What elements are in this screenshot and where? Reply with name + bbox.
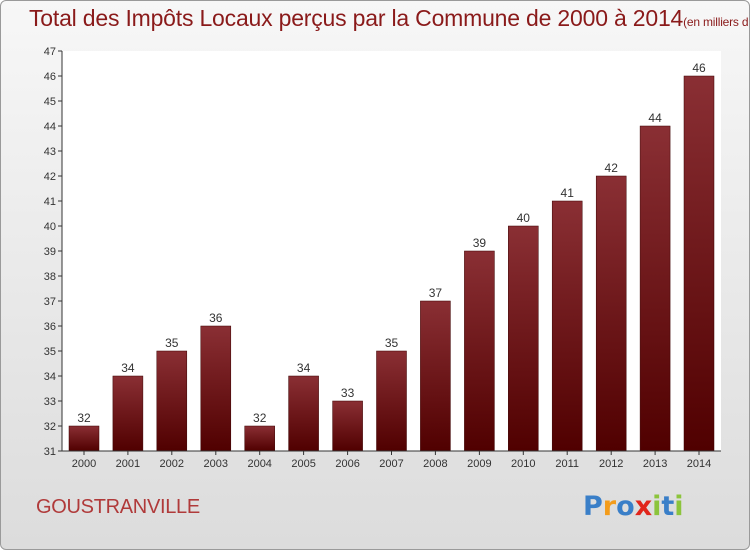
y-tick-label-41: 41 (44, 196, 56, 208)
logo-letter: i (652, 491, 662, 522)
data-label-2007: 35 (385, 336, 399, 350)
x-tick-label-2009: 2009 (467, 458, 491, 470)
y-tick-label-47: 47 (44, 46, 56, 58)
logo-letter: x (634, 491, 653, 522)
data-label-2001: 34 (121, 361, 135, 375)
y-tick-label-40: 40 (44, 221, 56, 233)
logo-letter: i (674, 491, 684, 522)
data-label-2009: 39 (473, 236, 487, 250)
y-tick-label-46: 46 (44, 71, 56, 83)
title-unit: (en milliers d'€) (683, 15, 750, 29)
logo-letter: o (616, 491, 635, 522)
data-label-2003: 36 (209, 311, 223, 325)
data-label-2005: 34 (297, 361, 311, 375)
bar-2010 (508, 225, 539, 452)
x-tick-label-2002: 2002 (160, 458, 184, 470)
x-tick-label-2005: 2005 (291, 458, 315, 470)
data-label-2000: 32 (77, 411, 91, 425)
x-tick-label-2006: 2006 (335, 458, 359, 470)
title-text: Total des Impôts Locaux perçus par la Co… (29, 5, 684, 31)
data-label-2011: 41 (561, 186, 575, 200)
logo-letter: r (602, 491, 617, 522)
y-tick-label-33: 33 (44, 396, 56, 408)
bar-2008 (420, 300, 451, 452)
logo-letter: P (583, 491, 603, 522)
bar-2003 (200, 325, 232, 452)
bar-2001 (112, 375, 144, 452)
y-tick-label-38: 38 (44, 271, 56, 283)
data-label-2010: 40 (517, 211, 531, 225)
bar-2013 (639, 125, 671, 452)
x-tick-label-2014: 2014 (687, 458, 711, 470)
bar-2012 (595, 175, 627, 452)
x-tick-label-2011: 2011 (555, 458, 579, 470)
x-tick-label-2000: 2000 (72, 458, 96, 470)
y-tick-label-36: 36 (44, 321, 56, 333)
data-label-2002: 35 (165, 336, 179, 350)
data-label-2014: 46 (692, 61, 706, 75)
y-tick-label-45: 45 (44, 96, 56, 108)
x-tick-label-2001: 2001 (116, 458, 140, 470)
y-tick-label-31: 31 (44, 446, 56, 458)
bar-2002 (156, 350, 188, 452)
data-label-2013: 44 (648, 111, 662, 125)
x-tick-label-2004: 2004 (247, 458, 271, 470)
y-tick-label-42: 42 (44, 171, 56, 183)
bar-2014 (683, 75, 715, 452)
data-label-2008: 37 (429, 286, 443, 300)
y-tick-label-37: 37 (44, 296, 56, 308)
y-tick-label-32: 32 (44, 421, 56, 433)
y-tick-label-35: 35 (44, 346, 56, 358)
y-tick-label-44: 44 (44, 121, 56, 133)
y-tick-label-34: 34 (44, 371, 56, 383)
chart-title: Total des Impôts Locaux perçus par la Co… (29, 5, 750, 32)
data-label-2006: 33 (341, 386, 355, 400)
y-tick-label-39: 39 (44, 246, 56, 258)
bar-2009 (464, 250, 495, 452)
commune-name: GOUSTRANVILLE (36, 496, 200, 518)
y-tick-label-43: 43 (44, 146, 56, 158)
proxiti-logo: Proxiti (583, 491, 684, 522)
bar-2000 (68, 425, 100, 452)
x-tick-label-2013: 2013 (643, 458, 667, 470)
bar-2007 (376, 350, 407, 452)
x-tick-label-2003: 2003 (204, 458, 228, 470)
data-label-2004: 32 (253, 411, 267, 425)
x-tick-label-2012: 2012 (599, 458, 623, 470)
bar-2005 (288, 375, 319, 452)
bar-2011 (551, 200, 583, 452)
logo-letter: t (661, 491, 675, 522)
x-tick-label-2008: 2008 (423, 458, 447, 470)
x-tick-label-2010: 2010 (511, 458, 535, 470)
bar-2004 (244, 425, 275, 452)
data-label-2012: 42 (605, 161, 619, 175)
x-tick-label-2007: 2007 (379, 458, 403, 470)
bar-2006 (332, 400, 363, 452)
